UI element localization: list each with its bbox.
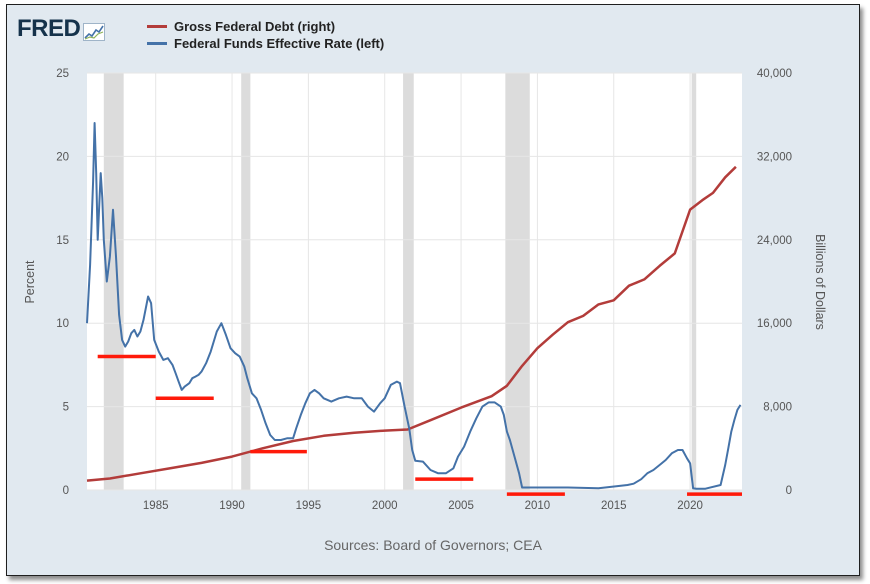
y-right-tick-label: 24,000 (757, 235, 792, 247)
legend-item-rate: Federal Funds Effective Rate (left) (147, 36, 384, 51)
y-left-tick-label: 20 (56, 151, 69, 163)
y-left-tick-label: 5 (63, 402, 69, 414)
chart-svg: 0 5 10 15 20 25 0 8,000 16,000 24,000 32,000 40,000… (23, 68, 827, 512)
left-axis-title: Percent (23, 260, 37, 304)
y-right-tick-label: 32,000 (757, 151, 792, 163)
y-right-tick-label: 8,000 (763, 402, 792, 414)
legend-swatch-rate (147, 42, 167, 45)
x-tick-label: 1985 (143, 500, 169, 512)
recession-band-3 (505, 73, 530, 490)
y-right-tick-label: 40,000 (757, 68, 792, 80)
x-tick-label: 2000 (372, 500, 398, 512)
chart-frame: FRED Gross Federal Debt (right) Federal … (6, 4, 860, 576)
series-line-fed-funds-rate (86, 122, 742, 490)
y-right-tick-label: 16,000 (757, 318, 792, 330)
trend-line-icon (83, 23, 106, 41)
x-tick-label: 2010 (525, 500, 551, 512)
marker-lines (97, 354, 742, 496)
y-left-tick-label: 10 (56, 318, 69, 330)
legend: Gross Federal Debt (right) Federal Funds… (147, 19, 384, 53)
recession-band-2 (403, 73, 414, 490)
x-tick-label: 2005 (448, 500, 474, 512)
x-tick-label: 1990 (219, 500, 245, 512)
x-tick-label: 2015 (601, 500, 627, 512)
logo-text: FRED (17, 15, 81, 42)
source-note: Sources: Board of Governors; CEA (324, 537, 542, 553)
recession-band-1 (241, 73, 251, 490)
y-left-tick-label: 15 (56, 235, 69, 247)
legend-swatch-debt (147, 25, 167, 28)
series-line-gross-federal-debt (86, 165, 737, 482)
axis-labels: 0 5 10 15 20 25 0 8,000 16,000 24,000 32,000 40,000… (56, 68, 792, 512)
recession-band-4 (691, 73, 697, 490)
right-axis-title: Billions of Dollars (813, 234, 827, 330)
fred-logo: FRED (17, 15, 106, 42)
recession-band-0 (103, 73, 124, 490)
legend-label-debt: Gross Federal Debt (right) (174, 19, 336, 34)
series-lines (86, 122, 742, 490)
y-left-tick-label: 25 (56, 68, 69, 80)
gridlines (87, 72, 742, 491)
x-tick-label: 2020 (677, 500, 703, 512)
legend-item-debt: Gross Federal Debt (right) (147, 19, 384, 34)
recession-bands (103, 73, 697, 490)
legend-label-rate: Federal Funds Effective Rate (left) (174, 36, 385, 51)
y-left-tick-label: 0 (63, 485, 69, 497)
plot-background (87, 73, 742, 490)
y-right-tick-label: 0 (786, 485, 792, 497)
x-tick-label: 1995 (296, 500, 322, 512)
